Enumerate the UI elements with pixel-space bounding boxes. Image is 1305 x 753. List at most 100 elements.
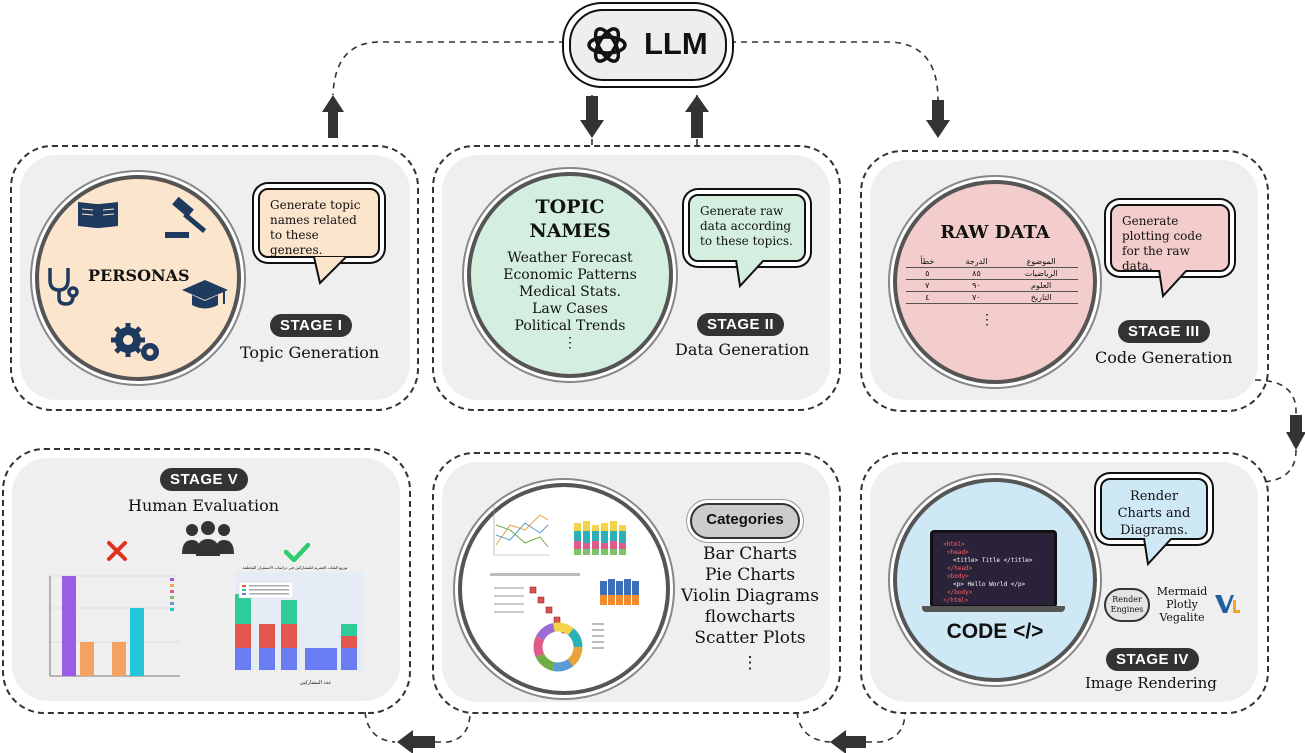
table-cell: ٩٠ [948,279,1005,292]
code-line: <html> [943,541,965,548]
connector-llm-stage3 [730,41,939,101]
category-item: Bar Charts [703,544,797,564]
category-item: flowcharts [704,607,796,627]
stage2-prompt-bubble: Generate raw data according to these top… [688,194,806,262]
stage2-panel [432,145,841,411]
stage2-title-line2: NAMES [529,220,611,242]
stage4-badge: STAGE IV [1106,648,1199,671]
stage4-circle-title: CODE </> [946,620,1044,643]
stage3-bubble-tail [1158,270,1188,299]
connector-llm-stage1 [332,41,565,96]
table-cell: ٤ [906,291,949,304]
code-line: <p> Hello World </p> [953,581,1026,588]
table-row: التاريخ ٧٠ ٤ [906,291,1078,304]
sample-donut-legend [592,623,604,649]
connector-categories-stage5-a [364,711,396,743]
accepted-chart-title: توزيع الفئات العمرية للمشاركين في دراسات… [242,565,348,570]
code-line: <title> Title </title> [953,557,1033,564]
connector-stage4-categories-a [796,711,831,743]
arrow-up-stage1 [322,95,344,138]
stage4-prompt-bubble: Render Charts and Diagrams. [1100,478,1208,540]
stage1-prompt-bubble: Generate topic names related to these ge… [258,188,380,258]
topic-item: Law Cases [532,301,608,317]
stage3-prompt-bubble: Generate plotting code for the raw data. [1110,204,1230,273]
table-row: العلوم ٩٠ ٧ [906,279,1078,292]
stage2-badge: STAGE II [697,313,785,336]
stethoscope-icon [48,268,79,306]
llm-label: LLM [644,26,708,61]
table-cell: ٨٥ [948,267,1005,280]
llm-node: LLM [562,2,734,88]
stage1-caption: Topic Generation [240,343,380,362]
sample-stacked-bar-chart [574,521,626,555]
table-cell: ٧٠ [948,291,1005,304]
raw-data-ellipsis: ⋮ [980,312,994,328]
stage5-badge: STAGE V [160,468,249,491]
stage3-circle-title: RAW DATA [940,222,1050,243]
sample-line-chart [493,505,550,556]
stage3-badge: STAGE III [1118,320,1210,343]
book-icon [78,202,118,228]
table-cell: الرياضيات [1004,267,1078,280]
graduation-cap-icon [182,280,228,309]
stage1-bubble-tail [313,257,347,285]
category-item: Violin Diagrams [680,586,820,606]
engine-list: Mermaid Plotly Vegalite [1154,585,1210,624]
accepted-chart [235,572,363,670]
render-engines-badge: Render Engines [1104,588,1150,622]
arrow-left-stage5 [397,730,435,753]
arrow-left-categories [830,730,866,753]
stage5-panel [2,448,411,714]
stage1-panel [10,145,419,411]
arrow-down-stage4 [1286,415,1305,450]
rejected-bar [112,642,126,676]
table-cell: ٧ [906,279,949,292]
arrow-up-from-stage2 [685,95,709,138]
stage4-bubble-text: Render Charts and Diagrams. [1117,489,1191,538]
table-cell: التاريخ [1004,291,1078,304]
connector-categories-stage5-b [435,711,471,743]
stage2-topic-list: Weather Forecast Economic Patterns Medic… [468,250,672,352]
connector-stage3-stage4-b [1261,449,1297,483]
topic-item: Political Trends [514,318,626,334]
stage4-panel [860,452,1269,714]
categories-badge-label: Categories [706,511,784,528]
chart-samples [490,505,639,672]
stage2-caption: Data Generation [675,340,810,359]
code-line: </body> [947,589,973,596]
gavel-icon [165,196,207,238]
table-cell: العلوم [1004,279,1078,292]
rejected-bar [130,608,144,676]
category-ellipsis: ⋮ [741,653,759,673]
stage3-panel [860,150,1269,412]
stage1-circle-title: PERSONAS [88,266,190,285]
vegalite-logo-icon [1215,595,1240,613]
stage2-bubble-tail [735,260,765,289]
rejected-chart [49,575,180,677]
check-icon [284,542,310,562]
category-item: Scatter Plots [694,628,806,648]
table-cell: ٥ [906,267,949,280]
table-row: الرياضيات ٨٥ ٥ [906,267,1078,280]
category-list: Bar Charts Pie Charts Violin Diagrams fl… [675,544,825,674]
topic-item: Economic Patterns [503,267,637,283]
engine-item: Vegalite [1159,611,1205,624]
code-line: <head> [947,549,969,556]
accepted-chart-xlabel: عدد المشاركين [300,680,332,686]
stage2-circle [467,172,673,378]
engine-item: Mermaid [1156,585,1208,598]
rejected-bar [80,642,94,676]
connector-stage3-stage4-a [1254,379,1297,415]
render-engines-label: Engines [1110,605,1144,614]
rejected-legend [170,578,174,611]
table-header-cell: الدرجة [948,256,1005,268]
stage2-title-line1: TOPIC [535,196,605,218]
rejected-bar [62,576,76,676]
stage2-circle-title: TOPIC NAMES [468,195,672,243]
categories-badge: Categories [690,503,800,539]
category-item: Pie Charts [704,565,796,585]
topic-ellipsis: ⋮ [563,335,577,351]
gears-icon [111,323,159,361]
raw-table-header: الموضوع الدرجة خطأ [906,256,1078,268]
